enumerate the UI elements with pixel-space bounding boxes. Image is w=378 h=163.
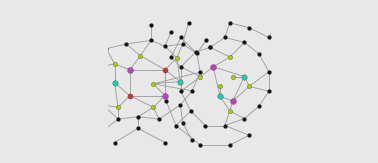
Point — [135, 127, 141, 130]
Point — [256, 53, 262, 55]
Point — [242, 41, 248, 44]
Point — [285, 36, 291, 39]
Point — [246, 85, 253, 88]
Point — [246, 134, 253, 137]
Point — [162, 94, 168, 97]
Point — [242, 117, 248, 120]
Point — [189, 139, 195, 141]
Point — [127, 94, 133, 97]
Point — [148, 24, 154, 26]
Point — [194, 52, 200, 55]
Point — [168, 56, 174, 58]
Point — [187, 110, 194, 112]
Point — [266, 70, 272, 73]
Point — [222, 124, 228, 127]
Point — [180, 121, 186, 124]
Point — [246, 26, 253, 29]
Point — [227, 110, 233, 112]
Point — [178, 66, 184, 68]
Point — [95, 66, 101, 69]
Point — [168, 31, 174, 34]
Point — [91, 27, 98, 30]
Point — [207, 46, 213, 49]
Point — [280, 51, 287, 53]
Point — [150, 106, 156, 109]
Point — [174, 57, 180, 59]
Point — [84, 63, 90, 65]
Point — [150, 82, 156, 85]
Point — [177, 104, 183, 106]
Point — [163, 100, 169, 102]
Point — [227, 22, 233, 24]
Point — [100, 104, 106, 106]
Point — [148, 39, 154, 42]
Point — [127, 68, 133, 71]
Point — [178, 90, 184, 93]
Point — [91, 45, 98, 48]
Point — [217, 85, 223, 88]
Point — [227, 144, 233, 146]
Point — [177, 80, 183, 83]
Point — [242, 75, 248, 78]
Point — [91, 86, 98, 89]
Point — [197, 75, 203, 78]
Point — [202, 124, 208, 127]
Point — [266, 90, 272, 93]
Point — [76, 43, 82, 45]
Point — [173, 124, 179, 127]
Point — [115, 118, 121, 120]
Point — [210, 66, 216, 68]
Point — [222, 36, 228, 39]
Point — [103, 47, 109, 50]
Point — [230, 100, 236, 102]
Point — [207, 46, 213, 49]
Point — [135, 115, 141, 118]
Point — [230, 75, 236, 78]
Point — [295, 70, 301, 73]
Point — [178, 36, 184, 39]
Point — [271, 26, 277, 29]
Point — [162, 141, 168, 144]
Point — [217, 95, 223, 97]
Point — [112, 81, 118, 84]
Point — [227, 56, 233, 58]
Point — [156, 118, 162, 120]
Point — [285, 75, 291, 78]
Point — [162, 68, 168, 71]
Point — [137, 54, 143, 57]
Point — [266, 36, 272, 39]
Point — [186, 22, 192, 24]
Point — [123, 43, 129, 45]
Point — [192, 51, 198, 53]
Point — [112, 63, 118, 65]
Point — [189, 90, 195, 92]
Point — [197, 144, 203, 146]
Point — [95, 133, 101, 136]
Point — [115, 106, 121, 109]
Point — [180, 43, 186, 45]
Point — [112, 141, 118, 144]
Point — [295, 51, 301, 53]
Point — [197, 71, 203, 73]
Point — [162, 45, 168, 48]
Point — [203, 39, 209, 42]
Point — [256, 105, 262, 107]
